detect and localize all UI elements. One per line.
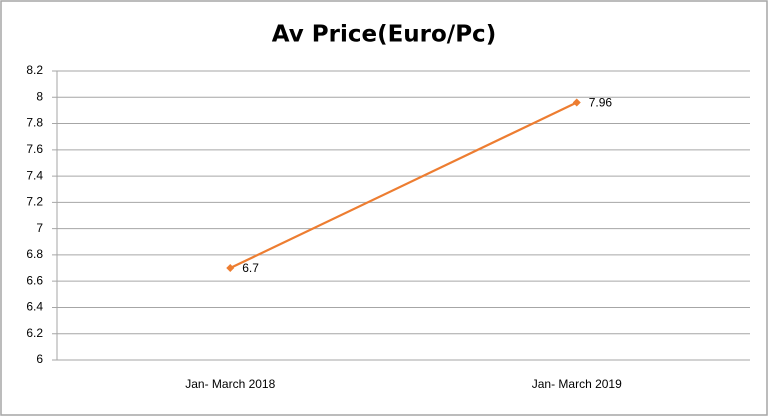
data-label: 6.7 xyxy=(242,261,259,275)
data-label: 7.96 xyxy=(589,96,613,110)
line xyxy=(229,101,578,270)
y-tick-label: 7.4 xyxy=(26,168,43,182)
y-tick-label: 6.4 xyxy=(26,300,43,314)
chart-title: Av Price(Euro/Pc) xyxy=(272,22,496,48)
x-tick-label: Jan- March 2018 xyxy=(185,377,275,391)
y-tick-label: 7.8 xyxy=(26,116,43,130)
y-tick-label: 7.6 xyxy=(26,142,43,156)
y-tick-label: 8.2 xyxy=(26,63,43,77)
y-tick-label: 7 xyxy=(36,221,43,235)
y-tick-label: 6.6 xyxy=(26,273,43,287)
marker xyxy=(572,98,581,107)
y-tick-label: 6.8 xyxy=(26,247,43,261)
y-tick-label: 8 xyxy=(36,89,43,103)
y-tick-label: 6.2 xyxy=(26,326,43,340)
marker xyxy=(226,264,235,273)
y-tick-label: 7.2 xyxy=(26,195,43,209)
y-tick-label: 6 xyxy=(36,352,43,366)
x-tick-label: Jan- March 2019 xyxy=(532,377,622,391)
